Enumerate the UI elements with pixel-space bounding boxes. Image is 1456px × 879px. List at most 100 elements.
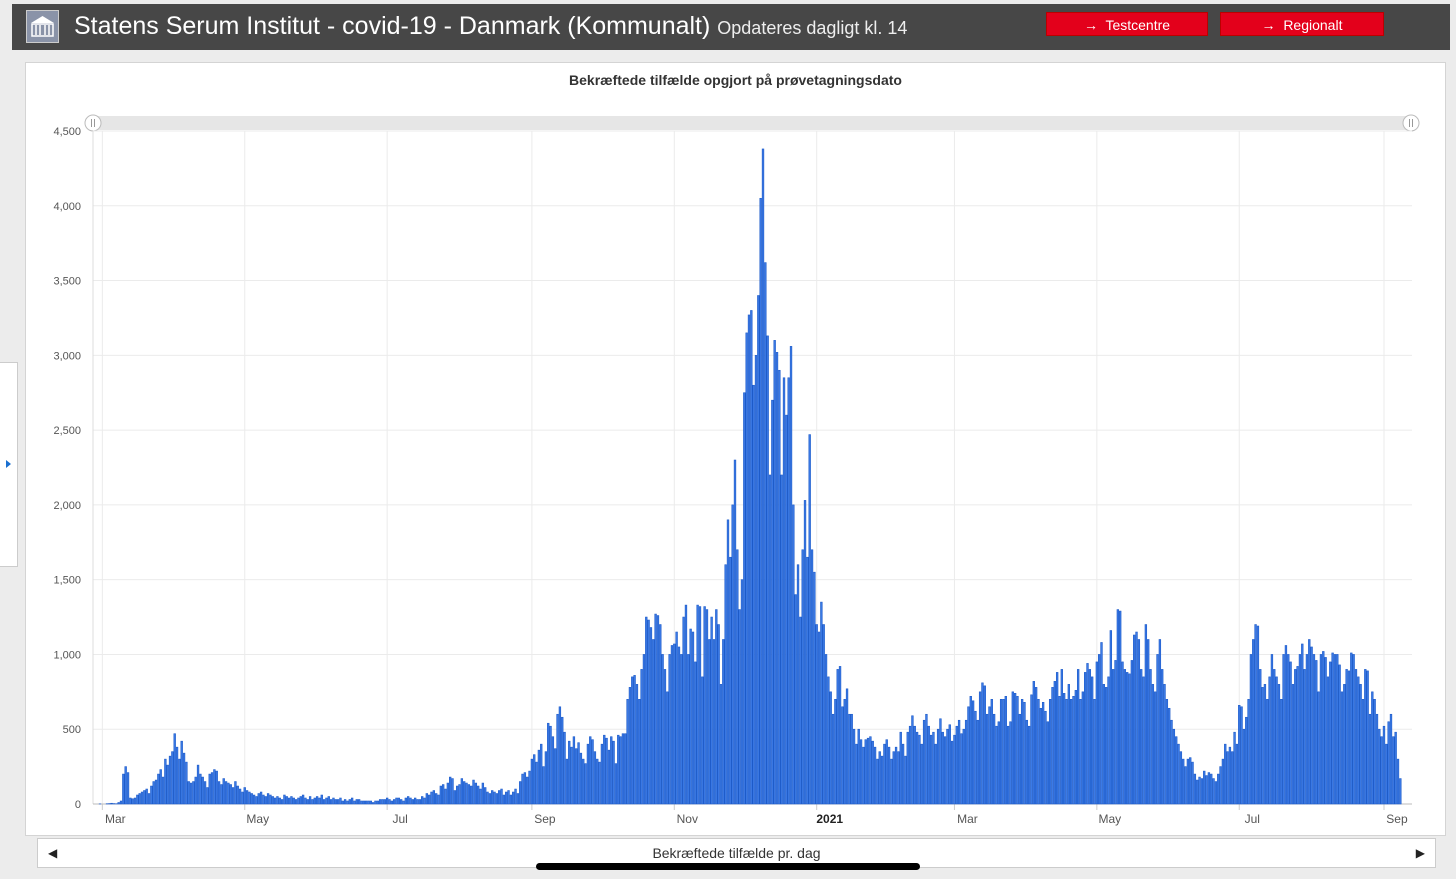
bar [698, 606, 702, 805]
bar [822, 624, 825, 805]
bar [1091, 676, 1094, 805]
regionalt-button[interactable]: → Regionalt [1220, 12, 1384, 36]
bar [582, 758, 585, 805]
bar [238, 788, 242, 805]
bar [1086, 663, 1089, 805]
bar [563, 731, 566, 805]
x-tick-label: Mar [957, 812, 978, 826]
bar [1084, 672, 1087, 805]
bar [995, 725, 998, 805]
bar [360, 800, 363, 805]
bar [782, 377, 786, 805]
bar [1228, 746, 1232, 805]
bar [217, 781, 221, 805]
bar [126, 772, 130, 805]
bar [1396, 758, 1400, 805]
bar [528, 770, 531, 805]
bar [458, 784, 461, 805]
bar [369, 800, 372, 805]
bar [1002, 699, 1005, 805]
bar [523, 772, 527, 805]
bar [913, 725, 916, 805]
bar [241, 791, 244, 805]
bar [273, 797, 277, 805]
bar [547, 722, 550, 805]
bar [617, 734, 620, 805]
bar [222, 778, 225, 805]
bar [586, 743, 590, 805]
button-label: Regionalt [1283, 17, 1343, 33]
bar [857, 728, 860, 805]
bar [1291, 684, 1295, 805]
scroll-handle-right[interactable] [1402, 114, 1420, 132]
bar [906, 731, 909, 805]
bar [406, 796, 410, 805]
bar [418, 799, 421, 805]
bar [537, 749, 541, 805]
bar [129, 797, 132, 805]
bar [661, 654, 664, 805]
bar [1168, 707, 1171, 805]
bar [1275, 676, 1278, 805]
title-text: Statens Serum Institut - covid-19 - Danm… [74, 12, 711, 40]
bar [294, 799, 298, 805]
bar [579, 752, 583, 805]
bar [1205, 775, 1208, 805]
side-panel-toggle[interactable] [0, 362, 18, 567]
arrow-right-icon: → [1261, 17, 1276, 33]
bar [631, 676, 634, 805]
bar [1137, 639, 1141, 805]
bar [122, 773, 125, 805]
bar [259, 791, 263, 805]
bar [999, 699, 1003, 805]
bar [890, 758, 893, 805]
bar [1107, 676, 1110, 805]
bar [521, 773, 524, 805]
bar [1053, 681, 1056, 805]
bar [939, 718, 942, 805]
bar [705, 609, 709, 805]
previous-arrow-icon[interactable]: ◀ [48, 846, 58, 860]
bar [437, 794, 440, 805]
bar [1347, 670, 1351, 805]
next-arrow-icon[interactable]: ▶ [1415, 846, 1425, 860]
bar [299, 796, 302, 805]
bar [266, 793, 270, 805]
bar [1231, 751, 1234, 805]
bar [325, 797, 328, 805]
x-tick-label: May [246, 812, 269, 826]
bar [507, 790, 510, 805]
bar [838, 666, 842, 805]
bar [1140, 669, 1143, 805]
bar [628, 687, 632, 805]
bar [950, 740, 954, 805]
scroll-handle-left[interactable] [84, 114, 102, 132]
bar [1018, 713, 1021, 805]
bar [290, 796, 293, 805]
bar [827, 676, 830, 805]
x-tick-label: Mar [105, 812, 126, 826]
bar [1067, 684, 1070, 805]
bar [1233, 731, 1236, 805]
bar [1098, 654, 1101, 805]
bar [904, 755, 907, 805]
testcentre-button[interactable]: → Testcentre [1046, 12, 1208, 36]
bar [575, 748, 578, 805]
bar [635, 684, 639, 805]
bar [1345, 669, 1348, 805]
bar [1322, 651, 1325, 805]
bar [869, 736, 872, 805]
bar [278, 797, 281, 805]
bar [320, 794, 323, 805]
bar [1389, 713, 1393, 805]
bar [1212, 778, 1215, 805]
bar [449, 776, 452, 805]
bar [196, 764, 200, 805]
bar [862, 746, 865, 805]
bar [992, 713, 996, 805]
zoom-scrollbar[interactable] [93, 116, 1412, 130]
bar [533, 754, 536, 805]
bar [936, 728, 940, 805]
bar [173, 733, 176, 805]
bar [287, 797, 291, 805]
